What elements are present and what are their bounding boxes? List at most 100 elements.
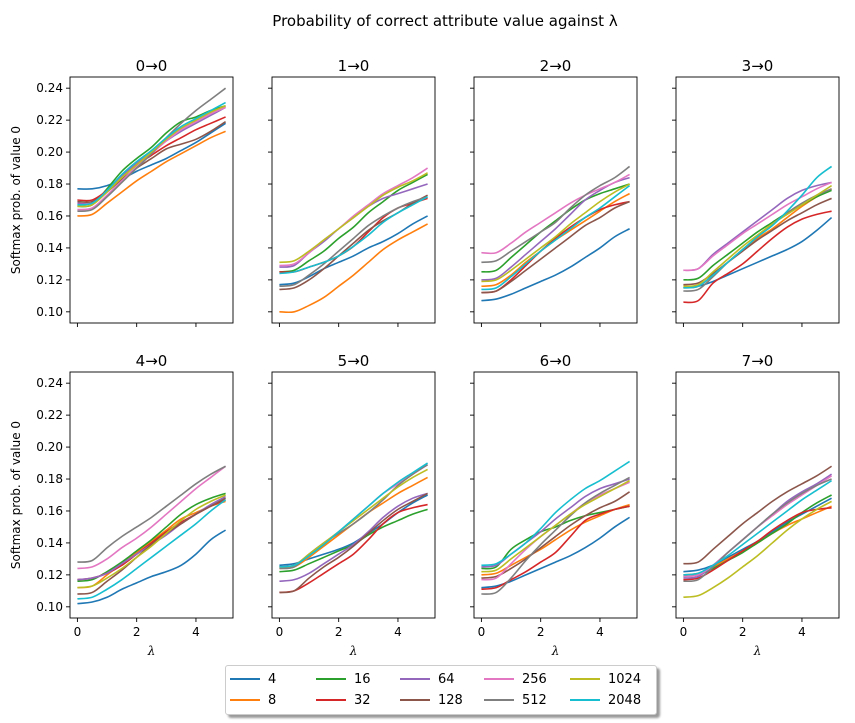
legend-item-2048: 2048	[570, 690, 641, 710]
series-line-512	[481, 165, 631, 264]
series-line-2048	[683, 479, 833, 576]
series-line-64	[481, 176, 630, 281]
subplot-8: 7→0 0 2 4 λ	[672, 352, 840, 658]
y-tick-label: 0.16	[36, 504, 63, 518]
series-line-512	[77, 87, 227, 212]
y-tick-label: 0.12	[36, 273, 63, 287]
series-line-128	[279, 492, 428, 594]
x-tick-label: 2	[335, 625, 343, 639]
y-tick-label: 0.24	[36, 376, 63, 390]
series-line-256	[683, 181, 832, 272]
series-line-32	[683, 506, 832, 581]
legend-swatch	[316, 678, 346, 680]
y-tick-label: 0.12	[36, 568, 63, 582]
legend-label: 512	[522, 692, 547, 708]
legend-swatch	[484, 699, 514, 701]
axes-frame	[675, 76, 840, 324]
subplot-title: 3→0	[742, 57, 774, 75]
series-line-16	[481, 505, 630, 570]
series-line-1024	[683, 500, 832, 599]
legend-label: 16	[354, 671, 371, 687]
y-tick-label: 0.22	[36, 113, 63, 127]
axes-frame	[271, 76, 436, 324]
series-line-128	[481, 200, 630, 294]
series-line-4	[77, 122, 227, 190]
y-tick-label: 0.24	[36, 81, 63, 95]
series-line-1024	[481, 183, 630, 283]
x-axis-label: λ	[349, 644, 358, 658]
subplot-title: 0→0	[136, 57, 168, 75]
y-tick-label: 0.14	[36, 536, 63, 550]
series-line-512	[77, 465, 226, 563]
subplot-2: 1→0	[268, 57, 436, 327]
legend-swatch	[400, 699, 430, 701]
series-line-1024	[279, 468, 428, 568]
legend-label: 2048	[608, 692, 642, 708]
series-line-512	[279, 196, 428, 288]
x-tick-label: 4	[192, 625, 200, 639]
subplot-5: 4→0 0 2 4 λ 0.10 0.12 0.14 0.16 0.18 0.20 0.22 0.24 S…	[9, 352, 234, 658]
series-line-4	[77, 529, 227, 605]
x-tick-label: 4	[798, 625, 806, 639]
series-line-16	[77, 492, 226, 583]
y-tick-label: 0.22	[36, 408, 63, 422]
series-line-1024	[77, 494, 226, 589]
series-line-64	[279, 492, 428, 583]
series-line-1024	[481, 479, 630, 573]
series-line-32	[683, 210, 832, 304]
x-tick-label: 4	[394, 625, 402, 639]
series-line-128	[481, 491, 631, 579]
series-line-64	[683, 181, 832, 272]
legend-item-128: 128	[400, 690, 463, 710]
subplot-title: 1→0	[338, 57, 370, 75]
x-axis-label: λ	[147, 644, 156, 658]
y-tick-label: 0.20	[36, 440, 63, 454]
legend-swatch	[570, 678, 600, 680]
legend-swatch	[316, 699, 346, 701]
axes-frame	[473, 371, 638, 619]
legend-item-256: 256	[484, 669, 547, 689]
series-line-2048	[279, 462, 429, 568]
legend-item-1024: 1024	[570, 669, 641, 689]
series-line-2048	[481, 460, 631, 567]
series-line-16	[481, 183, 630, 273]
series-line-1024	[77, 105, 226, 208]
axes-frame	[69, 76, 234, 324]
series-line-64	[279, 183, 428, 268]
series-line-1024	[683, 184, 833, 288]
series-line-16	[279, 173, 428, 273]
subplot-6: 5→0 0 2 4 λ	[268, 352, 436, 658]
x-tick-label: 4	[596, 625, 604, 639]
legend-label: 64	[438, 671, 455, 687]
subplot-4: 3→0	[672, 57, 840, 327]
series-line-128	[683, 465, 833, 565]
series-line-16	[683, 494, 832, 578]
legend-item-64: 64	[400, 669, 455, 689]
series-line-2048	[77, 499, 227, 600]
series-line-512	[683, 478, 832, 583]
subplot-title: 7→0	[742, 352, 774, 370]
series-line-4	[683, 216, 833, 289]
series-line-2048	[77, 101, 226, 206]
legend-label: 256	[522, 671, 547, 687]
y-tick-label: 0.16	[36, 209, 63, 223]
series-line-256	[279, 167, 429, 267]
series-line-32	[279, 503, 428, 594]
axes-frame	[69, 371, 234, 619]
legend-item-4: 4	[230, 669, 276, 689]
x-axis-label: λ	[551, 644, 560, 658]
x-axis-label: λ	[753, 644, 762, 658]
y-tick-label: 0.20	[36, 145, 63, 159]
axes-frame	[271, 371, 436, 619]
axes-frame	[473, 76, 638, 324]
subplot-3: 2→0	[470, 57, 638, 327]
legend-label: 32	[354, 692, 371, 708]
legend-swatch	[570, 699, 600, 701]
x-tick-label: 0	[478, 625, 486, 639]
x-tick-label: 2	[537, 625, 545, 639]
series-line-128	[77, 121, 227, 204]
series-line-1024	[279, 172, 428, 264]
series-line-512	[481, 476, 630, 595]
y-axis-label: Softmax prob. of value 0	[9, 126, 23, 274]
